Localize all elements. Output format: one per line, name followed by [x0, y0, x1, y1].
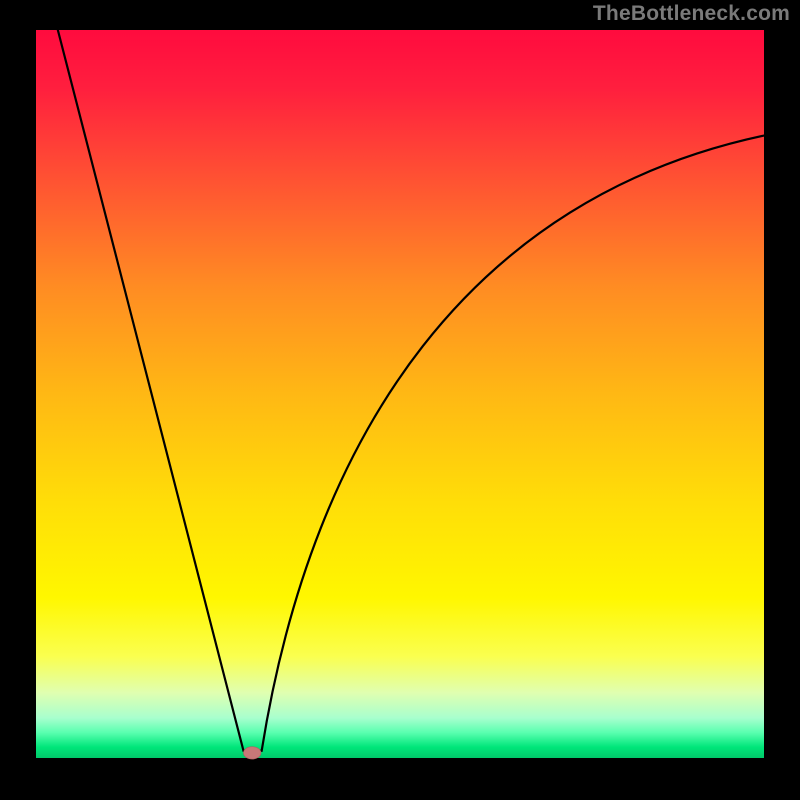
chart-stage: TheBottleneck.com: [0, 0, 800, 800]
watermark-text: TheBottleneck.com: [593, 2, 790, 26]
bottleneck-chart: [0, 0, 800, 800]
plot-background: [36, 30, 764, 758]
minimum-marker: [243, 747, 260, 759]
